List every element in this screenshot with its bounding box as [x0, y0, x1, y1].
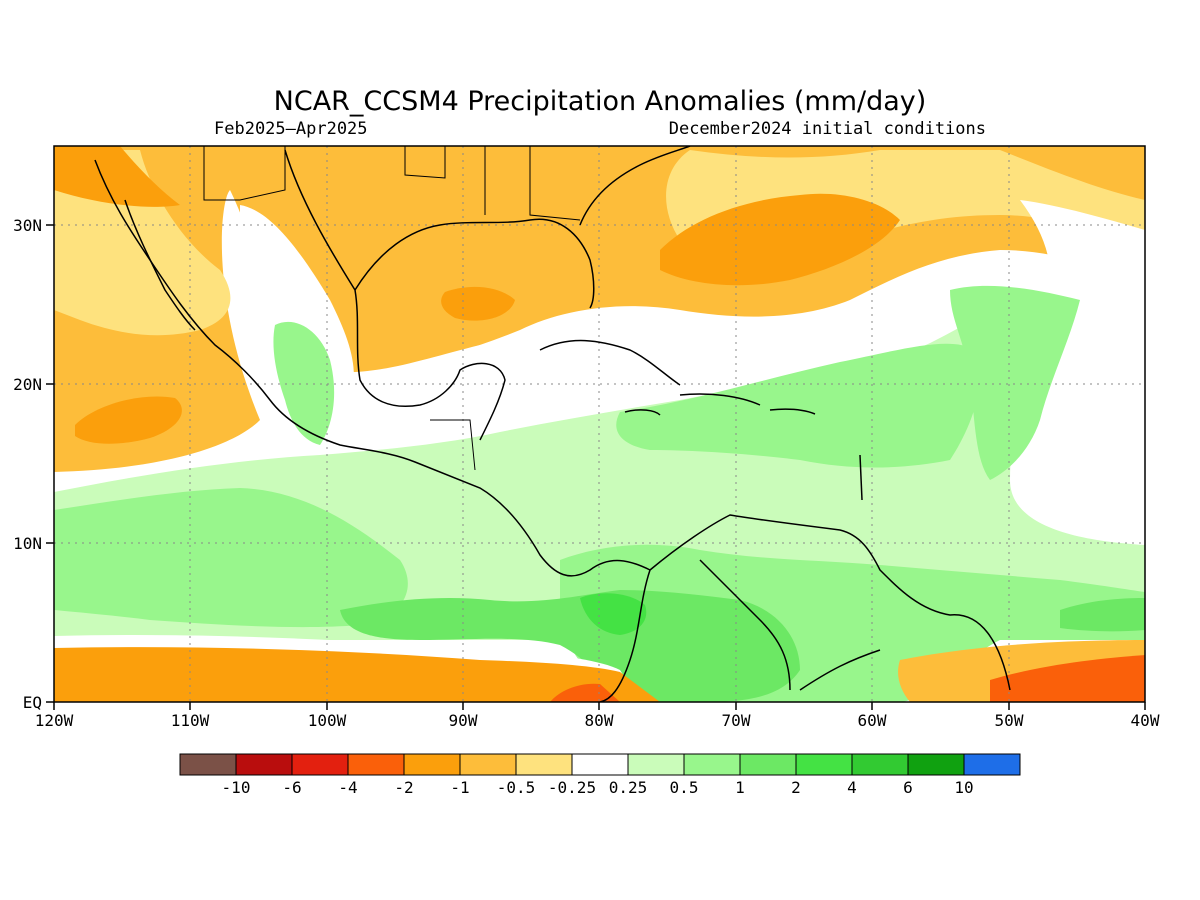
- lon-label: 70W: [722, 711, 751, 730]
- colorbar-swatch: [515, 753, 573, 776]
- lon-label: 120W: [35, 711, 74, 730]
- lon-label: 90W: [449, 711, 478, 730]
- political-borders: [203, 146, 581, 471]
- colorbar-swatch: [235, 753, 293, 776]
- colorbar-label: 6: [903, 778, 913, 797]
- anomaly-region-brazil-dry-strong: [990, 655, 1145, 702]
- colorbar-swatch: [179, 753, 237, 776]
- anomaly-region-colombia-wet-core: [580, 593, 647, 635]
- colorbar-swatch: [459, 753, 517, 776]
- subtitle-period: Feb2025–Apr2025: [214, 119, 368, 139]
- colorbar-swatch: [739, 753, 797, 776]
- colorbar-swatch: [795, 753, 853, 776]
- anomaly-region-neutral-east: [1008, 200, 1145, 531]
- lat-label: 10N: [13, 534, 42, 553]
- colorbar-label: 2: [791, 778, 801, 797]
- lon-label: 100W: [308, 711, 347, 730]
- colorbar-label: -0.25: [548, 778, 596, 797]
- anomaly-region-equator-dry-strong: [550, 683, 620, 702]
- anomaly-region-southwest-dry: [54, 146, 180, 207]
- colorbar-label: 0.25: [609, 778, 648, 797]
- lon-label: 50W: [995, 711, 1024, 730]
- lat-label: EQ: [23, 693, 42, 712]
- colorbar-label: 10: [954, 778, 973, 797]
- subtitle-initial-conditions: December2024 initial conditions: [669, 119, 986, 139]
- anomaly-region-pacific-dry-core: [75, 396, 182, 444]
- colorbar: -10 -6 -4 -2 -1 -0.5 -0.25 0.25 0.5 1 2 4 6 10: [179, 753, 1021, 797]
- anomaly-region-atlantic-equator-wet: [1060, 598, 1145, 632]
- colorbar-label: -1: [450, 778, 469, 797]
- colorbar-swatch: [571, 753, 629, 776]
- colorbar-label: 4: [847, 778, 857, 797]
- anomaly-region-atlantic-wet: [950, 285, 1080, 480]
- colorbar-swatch: [291, 753, 349, 776]
- colorbar-label: 0.5: [670, 778, 699, 797]
- colorbar-swatch: [683, 753, 741, 776]
- colorbar-swatch: [627, 753, 685, 776]
- colorbar-label: 1: [735, 778, 745, 797]
- anomaly-region-caribbean-wet: [616, 343, 981, 468]
- colorbar-label: -2: [394, 778, 413, 797]
- colorbar-label: -10: [222, 778, 251, 797]
- anomaly-field: [54, 146, 1145, 702]
- colorbar-swatch: [403, 753, 461, 776]
- lon-label: 110W: [171, 711, 210, 730]
- lon-label: 80W: [585, 711, 614, 730]
- lon-label: 60W: [858, 711, 887, 730]
- anomaly-region-atlantic-dry-core: [660, 193, 900, 286]
- colorbar-label: -4: [338, 778, 357, 797]
- anomaly-region-equator-dry: [54, 647, 660, 702]
- colorbar-label: -0.5: [497, 778, 536, 797]
- anomaly-region-equatorial-wet-mod: [340, 590, 800, 702]
- colorbar-swatch: [963, 753, 1021, 776]
- colorbar-swatch: [907, 753, 965, 776]
- anomaly-region-gulf-dry-core: [441, 286, 515, 321]
- coastlines: [94, 146, 1011, 702]
- anomaly-region-pacific-wet: [54, 488, 408, 628]
- colorbar-label: -6: [282, 778, 301, 797]
- lon-label: 40W: [1131, 711, 1160, 730]
- latitude-labels: 30N 20N 10N EQ: [13, 216, 42, 712]
- lat-label: 20N: [13, 375, 42, 394]
- longitude-labels: 120W 110W 100W 90W 80W 70W 60W 50W 40W: [35, 711, 1160, 730]
- graticule: [54, 146, 1145, 702]
- axis-ticks: [46, 224, 1146, 710]
- colorbar-swatch: [851, 753, 909, 776]
- anomaly-region-mexico-wet: [273, 321, 335, 445]
- map-title: NCAR_CCSM4 Precipitation Anomalies (mm/d…: [274, 86, 927, 117]
- anomaly-region-neutral-central: [330, 300, 950, 426]
- lat-label: 30N: [13, 216, 42, 235]
- colorbar-swatch: [347, 753, 405, 776]
